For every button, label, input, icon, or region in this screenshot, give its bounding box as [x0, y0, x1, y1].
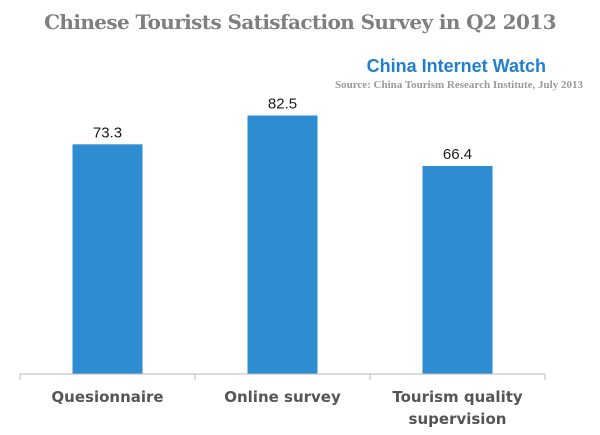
bar-3 — [422, 165, 493, 374]
category-label-line: Tourism quality — [392, 388, 523, 406]
category-label-1: Quesionnaire — [51, 388, 163, 406]
category-labels-group: Quesionnaire Online survey Tourism quality… — [51, 388, 522, 428]
x-axis-ticks — [19, 374, 546, 380]
category-label-line: Online survey — [224, 388, 341, 406]
value-label-1: 73.3 — [93, 124, 122, 141]
value-label-3: 66.4 — [443, 146, 472, 163]
value-labels-group: 73.3 82.5 66.4 — [93, 96, 472, 163]
bar-2 — [247, 115, 318, 374]
value-label-2: 82.5 — [268, 96, 297, 113]
brand-watermark: China Internet Watch — [366, 56, 546, 76]
chart-title: Chinese Tourists Satisfaction Survey in … — [44, 10, 556, 34]
bar-1 — [72, 144, 143, 374]
category-label-line: supervision — [409, 410, 507, 428]
source-note: Source: China Tourism Research Institute… — [334, 79, 583, 91]
bars-group — [72, 115, 493, 374]
category-label-2: Online survey — [224, 388, 341, 406]
category-label-3: Tourism quality supervision — [392, 388, 523, 428]
category-label-line: Quesionnaire — [51, 388, 163, 406]
